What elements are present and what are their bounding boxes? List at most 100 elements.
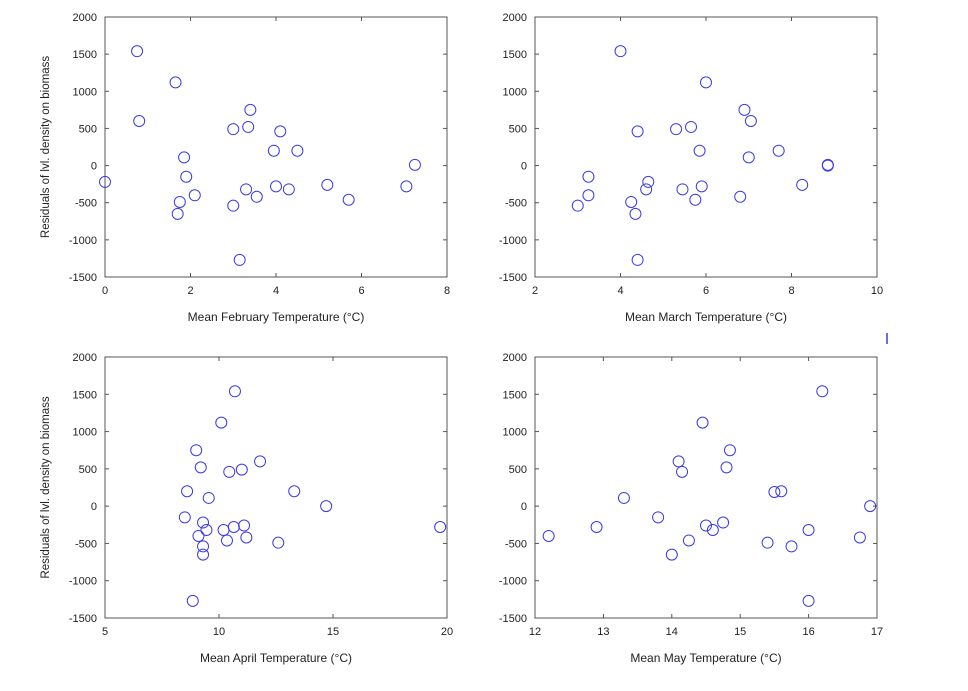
data-point [202,491,215,504]
x-tick-label: 6 [703,285,709,297]
data-point [320,500,333,513]
data-point [682,534,695,547]
data-point [194,461,207,474]
data-point [629,207,642,220]
data-point [254,455,267,468]
y-tick-label: 2000 [73,352,97,364]
data-point [235,463,248,476]
data-point [242,120,255,133]
data-point [640,183,653,196]
data-point [590,521,603,534]
x-tick-label: 15 [734,626,746,638]
y-tick-label: 500 [79,464,97,476]
y-tick-label: -1000 [499,235,527,247]
data-point [700,76,712,89]
data-point [215,416,228,429]
y-tick-label: -1500 [69,272,97,284]
x-tick-label: 10 [871,285,883,297]
x-tick-label: 15 [327,626,339,638]
data-point [250,190,263,203]
data-point [321,178,334,191]
data-point [802,594,815,607]
data-point [700,519,712,532]
x-tick-label: 8 [444,285,450,297]
x-axis-label: Mean March Temperature (°C) [625,310,787,324]
data-point [178,511,191,524]
data-point [802,524,815,537]
data-point [670,123,683,136]
data-point [267,144,280,157]
data-point [571,199,584,212]
y-tick-label: -500 [505,538,527,550]
data-point [676,183,689,196]
data-point [400,180,413,193]
data-point [768,485,781,498]
data-point [188,189,201,202]
data-point [723,444,736,457]
y-tick-label: 1500 [503,49,527,61]
data-point [720,461,733,474]
data-point [864,500,877,513]
data-point [240,531,253,544]
y-tick-label: -1500 [499,272,527,284]
data-point [197,548,210,561]
data-point [200,524,213,537]
data-point [676,465,689,478]
data-point [99,175,111,188]
x-tick-label: 10 [213,626,225,638]
y-tick-label: 0 [91,501,97,513]
data-point [816,385,829,398]
data-point [738,103,751,116]
x-axis-label: Mean May Temperature (°C) [630,651,781,665]
data-point [853,531,866,544]
data-point [706,524,719,537]
data-point [582,170,595,183]
data-point [631,125,644,138]
y-tick-label: 1500 [73,389,97,401]
data-point [291,144,304,157]
data-point [131,45,144,58]
plot-area-frame [534,16,878,278]
y-tick-label: 500 [509,123,527,135]
data-point [197,516,210,529]
data-point [775,485,788,498]
data-point [180,170,193,183]
y-tick-label: -500 [75,538,97,550]
y-tick-label: 1000 [73,86,97,98]
data-point [696,416,709,429]
x-axis-label: Mean April Temperature (°C) [200,651,352,665]
data-point [685,120,698,133]
data-point [744,115,757,127]
y-tick-label: 0 [91,161,97,173]
chart-panel-2: 2 4 6 8 10 -1500 -1000 -500 0 500 1000 1500 2000 Mean… [499,12,883,324]
data-point [785,540,798,553]
y-tick-label: 1500 [503,389,527,401]
data-point [342,193,355,206]
x-tick-label: 12 [529,626,541,638]
x-tick-label: 14 [666,626,678,638]
x-tick-label: 2 [187,285,193,297]
x-tick-label: 6 [358,285,364,297]
data-point [192,529,205,542]
y-tick-label: 2000 [73,12,97,24]
data-point [434,521,447,534]
y-tick-label: 500 [79,123,97,135]
data-point [542,529,555,542]
chart-panel-4: 12 13 14 15 16 17 -1500 -1000 -500 0 500 1000 1500 20… [499,352,883,665]
data-point [171,207,184,220]
plot-area-frame [534,356,878,619]
data-point [772,144,785,157]
data-point [270,180,282,193]
data-point [631,253,644,266]
data-point [197,540,210,553]
y-tick-label: 1000 [503,86,527,98]
plot-area-frame [104,16,448,278]
y-tick-label: 1500 [73,49,97,61]
data-point [582,189,595,202]
x-tick-label: 17 [871,626,883,638]
data-point [282,183,295,196]
data-point [220,534,233,547]
data-point [133,115,146,127]
data-point [408,158,421,171]
y-tick-label: 1000 [73,427,97,439]
